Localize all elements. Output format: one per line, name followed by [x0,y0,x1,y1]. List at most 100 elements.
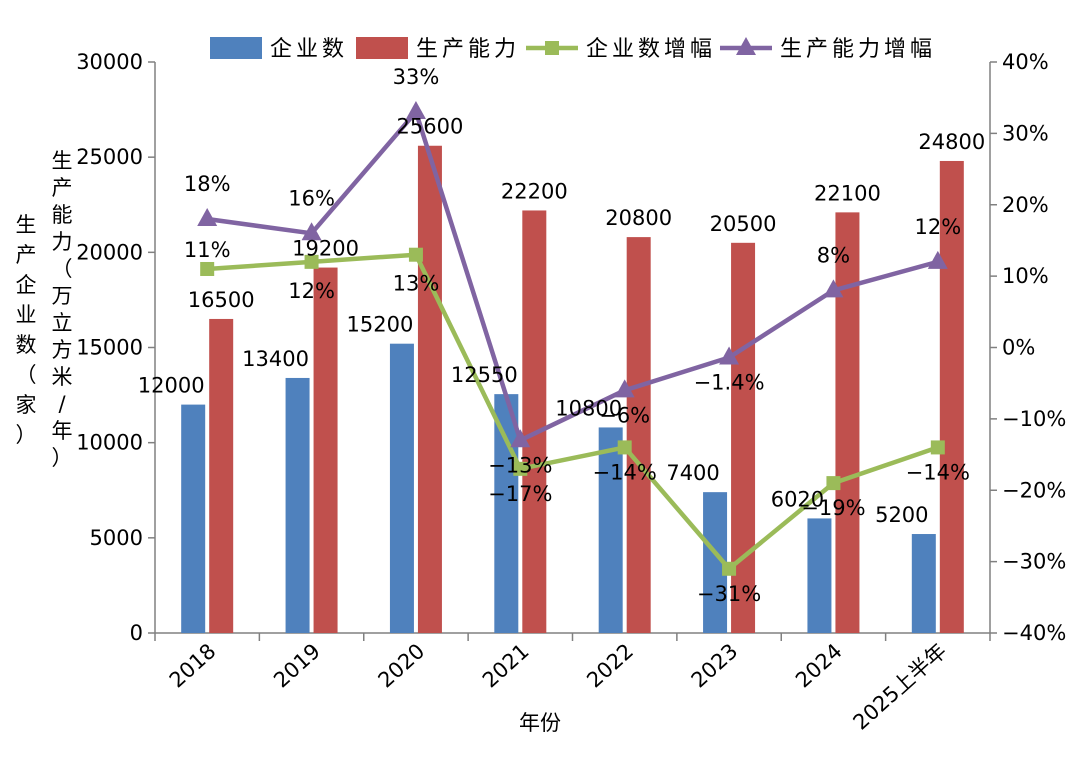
legend-label: 企业数增幅 [586,37,716,62]
right-tick-label: −10% [1002,407,1066,431]
data-label-enterprise-growth: −17% [488,482,552,506]
marker-capacity-growth [823,279,844,298]
x-tick-label: 2019 [269,639,325,693]
marker-enterprise-growth [200,261,215,276]
data-label-enterprise-count: 7400 [666,461,719,485]
bars [181,145,964,634]
data-label-enterprise-count: 13400 [242,347,309,371]
y-axis-title-left-secondary: （ [52,257,73,281]
bar-enterprise-count [181,404,206,633]
bar-capacity [522,210,547,633]
marker-capacity-growth [510,429,531,448]
right-tick-label: −40% [1002,621,1066,645]
data-label-enterprise-count: 12000 [138,374,205,398]
data-label-capacity-growth: 33% [393,65,440,89]
data-label-enterprise-count: 10800 [555,396,622,420]
data-label-enterprise-count: 6020 [771,487,824,511]
left-tick-label: 5000 [90,526,143,550]
bar-capacity [939,160,964,633]
marker-capacity-growth [614,379,635,398]
data-label-capacity: 24800 [918,130,985,154]
bar-enterprise-count [285,377,310,633]
data-label-enterprise-count: 12550 [451,363,518,387]
data-label-capacity-growth: 16% [288,186,335,210]
data-label-enterprise-growth: −19% [801,496,865,520]
left-tick-label: 20000 [76,240,143,264]
legend-label: 企业数 [270,37,348,62]
bar-capacity [835,212,860,633]
x-tick-label: 2021 [478,639,534,693]
legend-swatch [210,37,262,59]
data-label-capacity-growth: 8% [817,243,850,267]
left-tick-label: 0 [130,621,143,645]
bar-enterprise-count [807,518,832,633]
marker-capacity-growth [927,250,948,269]
data-label-capacity: 16500 [188,288,255,312]
y-axis-title-left-secondary: 能 [52,203,73,227]
y-axis-title-left-secondary: 万 [52,284,73,308]
right-tick-label: −20% [1002,478,1066,502]
x-tick-label: 2020 [374,639,430,693]
bar-capacity [313,267,338,633]
right-tick-label: 40% [1002,50,1049,74]
bar-enterprise-count [494,394,519,633]
y-axis-title-left-secondary: 米 [52,365,73,389]
y-axis-title-left-secondary: 方 [52,338,73,362]
y-axis-title-left-secondary: / [58,392,66,416]
left-tick-label: 25000 [76,145,143,169]
y-axis-title-left: 家 [16,393,37,417]
legend-marker [736,37,756,55]
y-axis-title-left: （ [16,363,37,387]
legend-label: 生产能力 [416,37,520,62]
legend-swatch [356,37,408,59]
marker-enterprise-growth [826,476,841,491]
x-axis-title: 年份 [519,711,561,735]
marker-capacity-growth [405,100,426,119]
right-tick-label: 30% [1002,121,1049,145]
data-label-capacity-growth: 12% [914,215,961,239]
y-axis-title-left: ） [16,423,37,447]
data-label-enterprise-growth: −14% [593,460,657,484]
data-label-enterprise-growth: 11% [184,238,231,262]
data-label-capacity: 20500 [710,212,777,236]
marker-enterprise-growth [930,440,945,455]
y-axis-title-left: 产 [16,243,37,267]
x-tick-label: 2018 [165,639,221,693]
bar-capacity [417,145,442,633]
y-axis-title-left-secondary: 力 [52,230,73,254]
data-label-capacity: 19200 [292,237,359,261]
bar-enterprise-count [598,427,623,633]
y-axis-title-left: 业 [16,303,37,327]
data-label-enterprise-count: 15200 [347,313,414,337]
data-label-capacity-growth: −1.4% [694,370,765,394]
y-axis-title-left-secondary: ） [52,446,73,470]
data-label-capacity: 22200 [501,179,568,203]
data-label-capacity-growth: −13% [488,453,552,477]
marker-enterprise-growth [617,440,632,455]
marker-capacity-growth [197,208,218,227]
legend: 企业数 生产能力 企业数增幅 生产能力增幅 [210,37,932,62]
data-label-enterprise-growth: 12% [288,279,335,303]
data-label-enterprise-growth: −14% [906,460,970,484]
y-axis-title-left-secondary: 立 [52,311,73,335]
bar-capacity [626,237,651,633]
marker-capacity-growth [719,346,740,365]
left-tick-label: 10000 [76,431,143,455]
y-axis-title-left-secondary: 年 [52,419,73,443]
data-labels: 12000 13400 15200 12550 10800 7400 6020 5200 165… [138,65,985,606]
x-tick-label: 2025上半年 [849,639,952,735]
data-label-enterprise-growth: −31% [697,582,761,606]
right-tick-label: 10% [1002,264,1049,288]
right-tick-label: −30% [1002,550,1066,574]
line-enterprise-growth [207,252,939,572]
y-axis-title-left-secondary: 产 [52,176,73,200]
bar-enterprise-count [389,343,414,633]
y-axis-title-left: 数 [16,333,37,357]
data-label-capacity-growth: −6% [599,403,650,427]
right-tick-label: 0% [1002,336,1035,360]
x-tick-label: 2022 [582,639,638,693]
y-axis-title-left-secondary: 生 [52,149,73,173]
marker-capacity-growth [301,222,322,241]
right-tick-label: 20% [1002,193,1049,217]
